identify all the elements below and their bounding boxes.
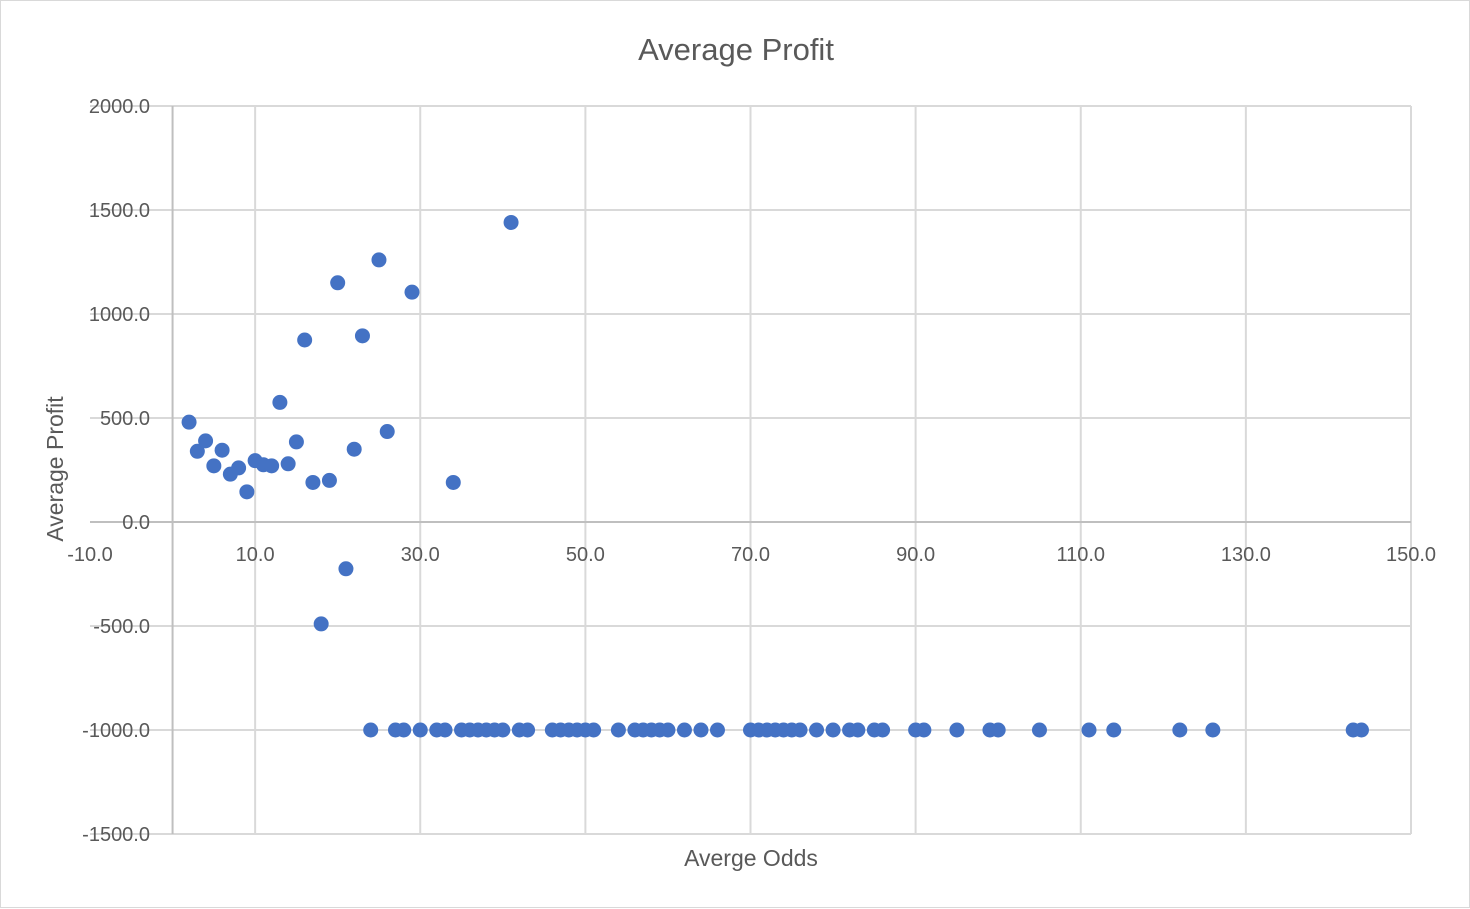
- chart-title: Average Profit: [638, 32, 834, 67]
- x-tick-label: -10.0: [67, 544, 113, 566]
- x-axis-title: Averge Odds: [684, 845, 818, 871]
- data-point: [239, 484, 255, 500]
- data-point: [990, 722, 1006, 738]
- data-point: [676, 722, 692, 738]
- y-tick-label: 1000.0: [89, 304, 150, 326]
- data-point: [264, 458, 280, 474]
- data-point: [297, 332, 313, 348]
- data-point: [280, 456, 296, 472]
- data-point: [850, 722, 866, 738]
- data-point: [321, 472, 337, 488]
- data-point: [949, 722, 965, 738]
- data-point: [346, 441, 362, 457]
- y-tick-label: -1000.0: [82, 720, 150, 742]
- x-tick-label: 150.0: [1386, 544, 1436, 566]
- y-tick-label: -1500.0: [82, 824, 150, 846]
- data-point: [495, 722, 511, 738]
- data-point: [825, 722, 841, 738]
- x-tick-label: 130.0: [1221, 544, 1271, 566]
- data-point: [396, 722, 412, 738]
- data-point: [660, 722, 676, 738]
- x-tick-label: 90.0: [896, 544, 935, 566]
- data-point: [338, 561, 354, 577]
- data-point: [916, 722, 932, 738]
- y-tick-label: -500.0: [93, 616, 150, 638]
- data-point: [1031, 722, 1047, 738]
- data-point: [313, 616, 329, 632]
- y-tick-label: 0.0: [122, 512, 150, 534]
- data-point: [198, 433, 214, 449]
- data-point: [503, 214, 519, 230]
- data-point: [792, 722, 808, 738]
- y-tick-label: 1500.0: [89, 200, 150, 222]
- data-point: [1081, 722, 1097, 738]
- data-point: [809, 722, 825, 738]
- data-point: [520, 722, 536, 738]
- x-tick-label: 10.0: [236, 544, 275, 566]
- data-point: [404, 284, 420, 300]
- data-point: [272, 394, 288, 410]
- data-point: [586, 722, 602, 738]
- data-point: [371, 252, 387, 268]
- x-axis-ticks: -10.0 10.0 30.0 50.0 70.0 90.0 110.0 130.0 150.0: [67, 544, 1436, 566]
- data-point: [709, 722, 725, 738]
- data-point: [305, 474, 321, 490]
- data-point: [231, 460, 247, 476]
- data-point: [412, 722, 428, 738]
- y-axis-ticks: -1500.0 -1000.0 -500.0 0.0 500.0 1000.0 1500.0…: [82, 96, 150, 846]
- data-point: [1172, 722, 1188, 738]
- data-point: [354, 328, 370, 344]
- data-point: [379, 424, 395, 440]
- data-point: [214, 442, 230, 458]
- x-tick-label: 30.0: [401, 544, 440, 566]
- data-points: [181, 214, 1369, 738]
- data-point: [363, 722, 379, 738]
- y-axis-title: Average Profit: [42, 396, 68, 542]
- y-tick-label: 2000.0: [89, 96, 150, 118]
- data-point: [1106, 722, 1122, 738]
- data-point: [181, 414, 197, 430]
- data-point: [445, 474, 461, 490]
- data-point: [610, 722, 626, 738]
- data-point: [437, 722, 453, 738]
- data-point: [1353, 722, 1369, 738]
- data-point: [206, 458, 222, 474]
- data-point: [693, 722, 709, 738]
- data-point: [330, 275, 346, 291]
- y-tick-label: 500.0: [100, 408, 150, 430]
- data-point: [875, 722, 891, 738]
- data-point: [189, 443, 205, 459]
- data-point: [288, 434, 304, 450]
- x-tick-label: 50.0: [566, 544, 605, 566]
- gridlines: [90, 105, 1412, 835]
- x-tick-label: 70.0: [731, 544, 770, 566]
- data-point: [1205, 722, 1221, 738]
- x-tick-label: 110.0: [1056, 544, 1105, 566]
